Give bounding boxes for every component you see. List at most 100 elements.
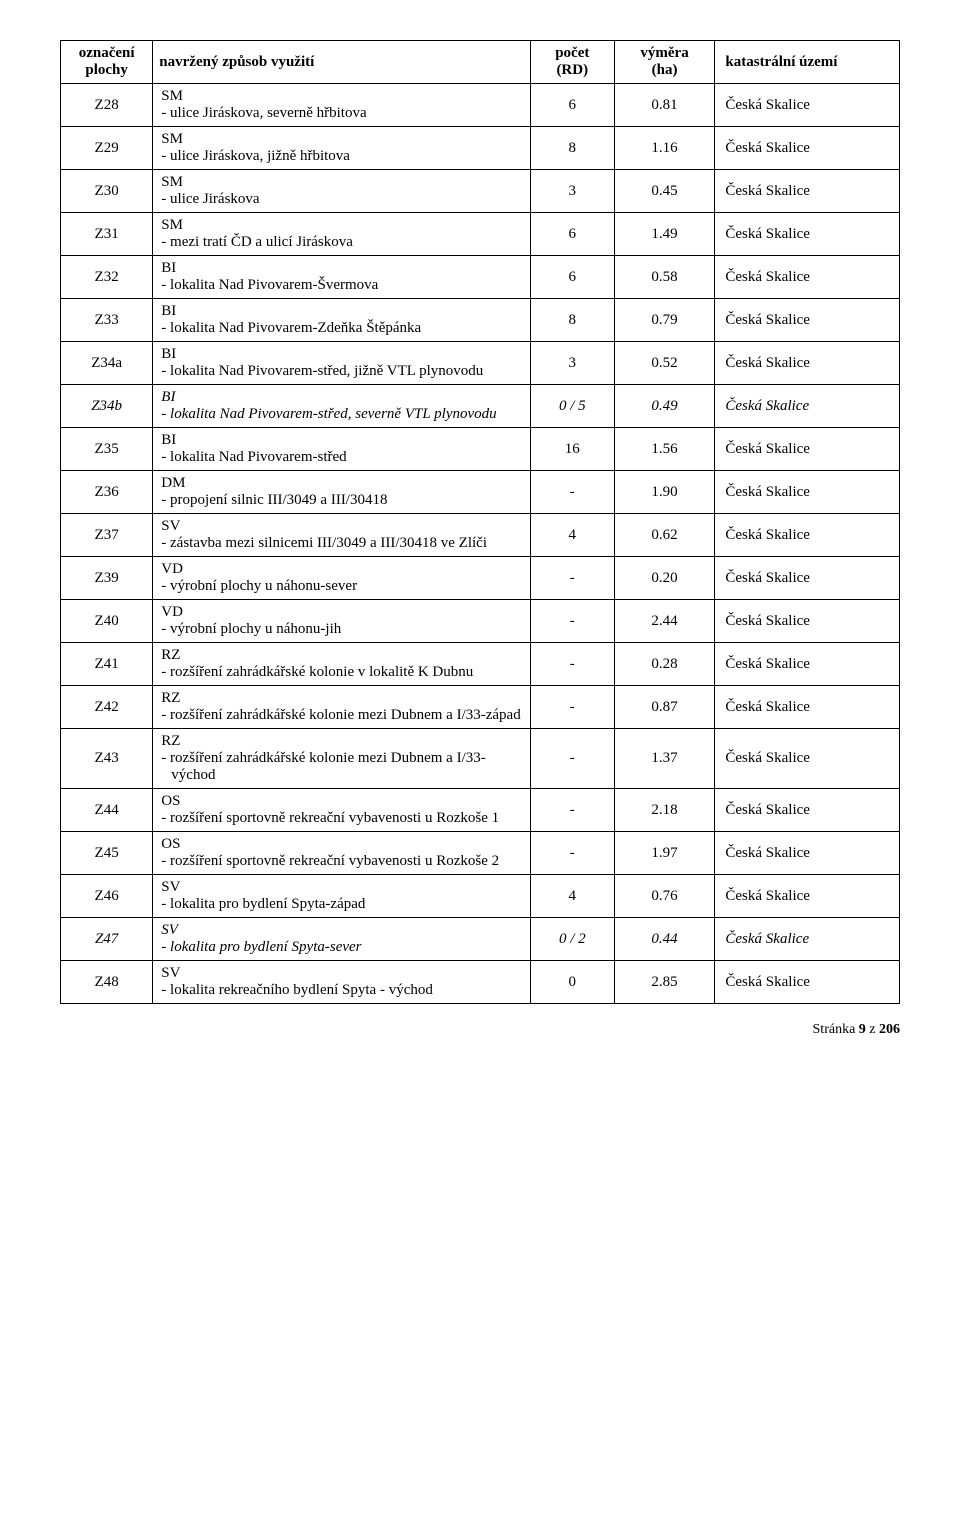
row-desc: - rozšíření sportovně rekreační vybaveno… [161,810,524,827]
cell-katastralni: Česká Skalice [715,961,900,1004]
row-desc: - lokalita rekreačního bydlení Spyta - v… [161,982,524,999]
row-code: SV [161,965,524,982]
row-desc: - výrobní plochy u náhonu-jih [161,621,524,638]
cell-oznaceni: Z47 [61,918,153,961]
row-vymera: 1.56 [651,441,677,457]
header-label: (ha) [652,62,678,78]
row-kat: Česká Skalice [725,750,810,766]
cell-oznaceni: Z46 [61,875,153,918]
cell-katastralni: Česká Skalice [715,428,900,471]
cell-oznaceni: Z31 [61,213,153,256]
row-id: Z36 [95,484,119,500]
cell-pocet: - [530,729,614,789]
table-row: Z48SV- lokalita rekreačního bydlení Spyt… [61,961,900,1004]
row-desc: - ulice Jiráskova [161,191,524,208]
row-kat: Česká Skalice [725,699,810,715]
row-code: RZ [161,647,524,664]
cell-vymera: 1.16 [614,127,715,170]
cell-oznaceni: Z39 [61,557,153,600]
row-desc: - rozšíření zahrádkářské kolonie v lokal… [161,664,524,681]
row-desc: - lokalita Nad Pivovarem-střed [161,449,524,466]
row-code: SM [161,131,524,148]
table-row: Z44OS- rozšíření sportovně rekreační vyb… [61,789,900,832]
row-vymera: 0.76 [651,888,677,904]
cell-pocet: 8 [530,299,614,342]
cell-vymera: 0.58 [614,256,715,299]
header-katastralni: katastrální území [715,41,900,84]
cell-vymera: 0.44 [614,918,715,961]
cell-vymera: 2.18 [614,789,715,832]
cell-oznaceni: Z42 [61,686,153,729]
row-kat: Česká Skalice [725,355,810,371]
cell-navrzeny: BI- lokalita Nad Pivovarem-střed [153,428,531,471]
row-code: SM [161,217,524,234]
row-kat: Česká Skalice [725,527,810,543]
header-vymera: výměra (ha) [614,41,715,84]
row-kat: Česká Skalice [725,183,810,199]
row-pocet: 6 [569,226,577,242]
cell-pocet: 6 [530,84,614,127]
row-vymera: 2.18 [651,802,677,818]
header-label: označení [79,45,135,61]
row-vymera: 0.79 [651,312,677,328]
row-vymera: 0.62 [651,527,677,543]
table-row: Z35BI- lokalita Nad Pivovarem-střed161.5… [61,428,900,471]
footer-prefix: Stránka [813,1022,859,1037]
row-code: SV [161,879,524,896]
header-label: katastrální území [725,54,837,70]
row-code: BI [161,432,524,449]
row-pocet: 3 [569,355,577,371]
row-id: Z34b [91,398,122,414]
cell-pocet: 0 [530,961,614,1004]
row-vymera: 1.49 [651,226,677,242]
row-vymera: 0.49 [651,398,677,414]
cell-navrzeny: RZ- rozšíření zahrádkářské kolonie mezi … [153,729,531,789]
cell-katastralni: Česká Skalice [715,342,900,385]
cell-navrzeny: VD- výrobní plochy u náhonu-jih [153,600,531,643]
cell-navrzeny: BI- lokalita Nad Pivovarem-střed, severn… [153,385,531,428]
row-kat: Česká Skalice [725,974,810,990]
header-label: počet [555,45,589,61]
cell-pocet: - [530,832,614,875]
cell-pocet: 3 [530,170,614,213]
row-vymera: 1.90 [651,484,677,500]
table-row: Z42RZ- rozšíření zahrádkářské kolonie me… [61,686,900,729]
row-vymera: 0.87 [651,699,677,715]
row-code: SV [161,518,524,535]
row-desc: - lokalita Nad Pivovarem-Zdeňka Štěpánka [161,320,524,337]
row-id: Z33 [95,312,119,328]
row-id: Z30 [95,183,119,199]
header-label: navržený způsob využití [159,54,314,70]
cell-navrzeny: OS- rozšíření sportovně rekreační vybave… [153,832,531,875]
cell-pocet: - [530,600,614,643]
row-code: SM [161,88,524,105]
cell-vymera: 0.81 [614,84,715,127]
cell-oznaceni: Z34a [61,342,153,385]
row-vymera: 1.97 [651,845,677,861]
table-row: Z47SV- lokalita pro bydlení Spyta-sever0… [61,918,900,961]
row-kat: Česká Skalice [725,656,810,672]
table-body: Z28SM- ulice Jiráskova, severně hřbitova… [61,84,900,1004]
row-desc: - zástavba mezi silnicemi III/3049 a III… [161,535,524,552]
cell-oznaceni: Z45 [61,832,153,875]
row-pocet: - [570,570,575,586]
cell-katastralni: Česká Skalice [715,918,900,961]
data-table: označení plochy navržený způsob využití … [60,40,900,1004]
cell-pocet: - [530,471,614,514]
row-code: SV [161,922,524,939]
row-kat: Česká Skalice [725,97,810,113]
cell-pocet: 4 [530,875,614,918]
cell-katastralni: Česká Skalice [715,875,900,918]
row-pocet: - [570,750,575,766]
row-vymera: 0.44 [651,931,677,947]
row-id: Z40 [95,613,119,629]
row-pocet: 3 [569,183,577,199]
cell-navrzeny: SM- ulice Jiráskova, severně hřbitova [153,84,531,127]
cell-katastralni: Česká Skalice [715,832,900,875]
table-row: Z41RZ- rozšíření zahrádkářské kolonie v … [61,643,900,686]
cell-pocet: 6 [530,213,614,256]
cell-pocet: - [530,686,614,729]
row-kat: Česká Skalice [725,312,810,328]
row-code: BI [161,346,524,363]
cell-vymera: 0.45 [614,170,715,213]
